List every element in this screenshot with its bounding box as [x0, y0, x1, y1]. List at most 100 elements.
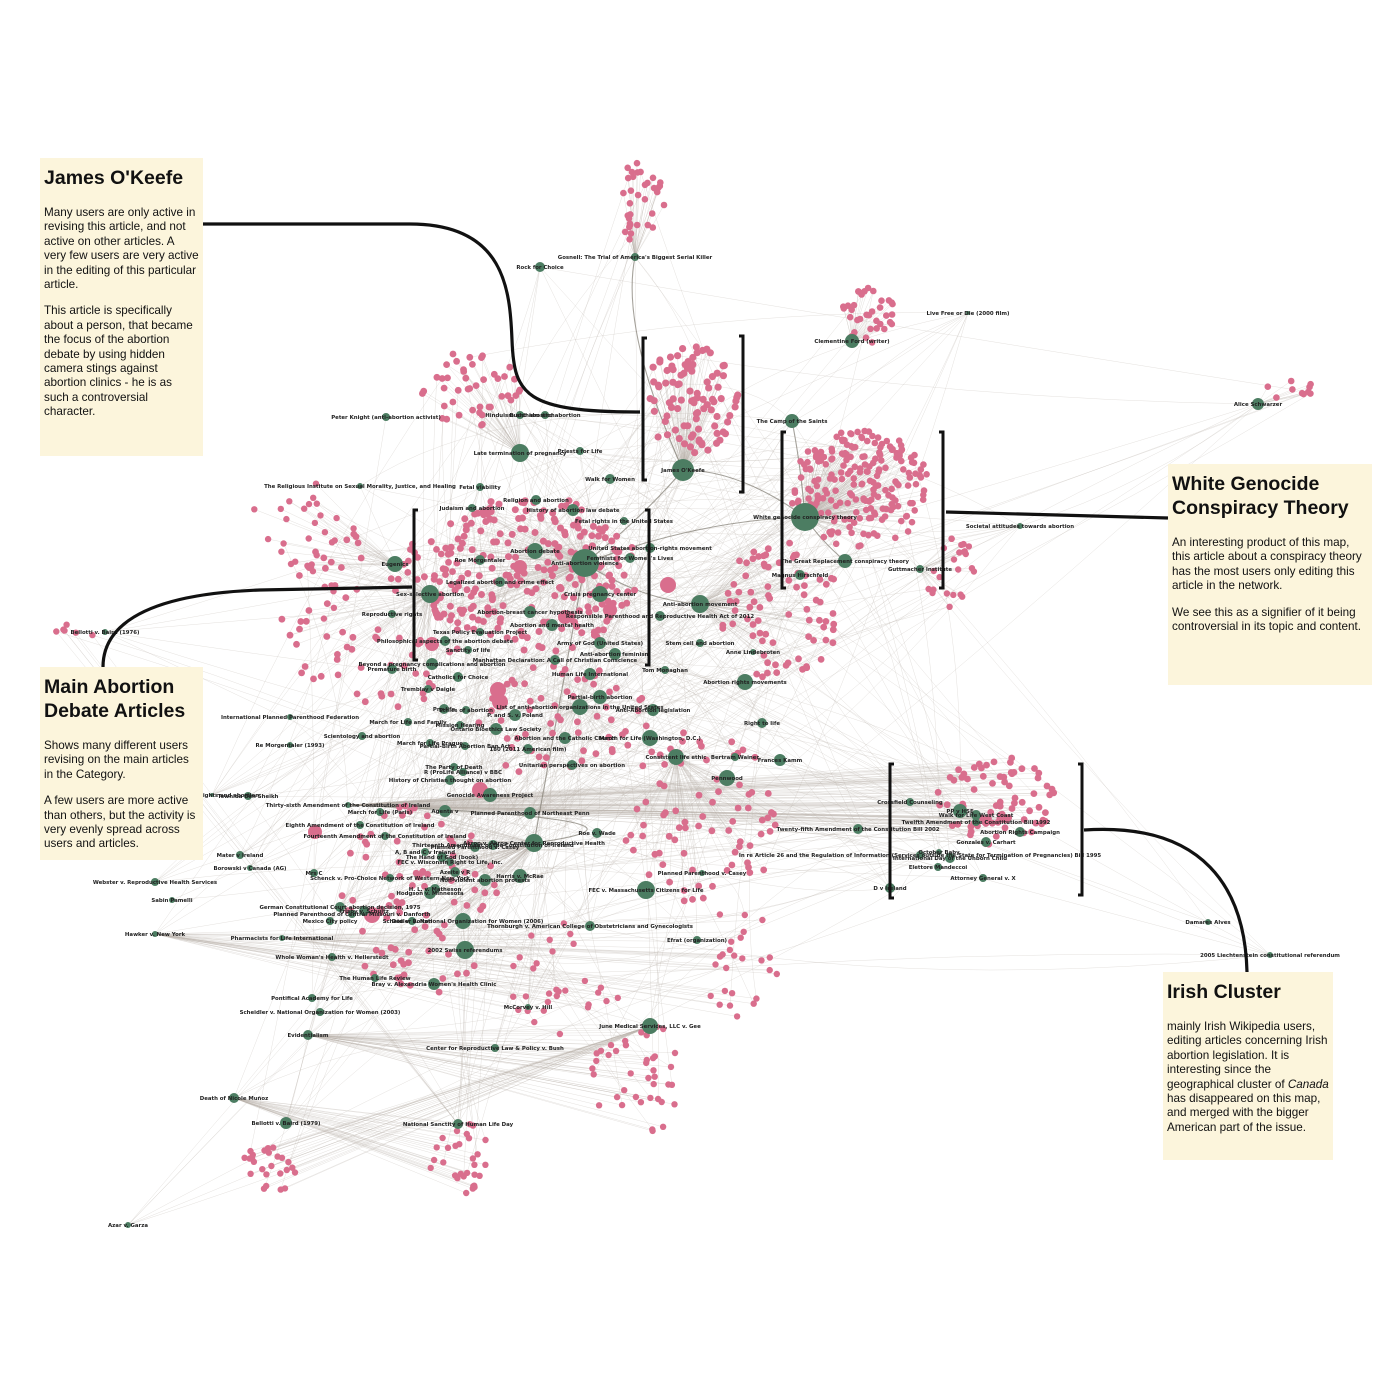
user-node[interactable] — [393, 898, 401, 905]
user-node[interactable] — [911, 451, 918, 459]
user-node[interactable] — [581, 977, 589, 985]
article-node[interactable] — [516, 411, 524, 419]
user-node[interactable] — [310, 494, 317, 501]
user-node[interactable] — [448, 877, 455, 884]
user-node[interactable] — [551, 702, 559, 709]
user-node[interactable] — [395, 858, 403, 866]
user-node[interactable] — [829, 610, 837, 617]
user-node[interactable] — [614, 994, 621, 1002]
user-node[interactable] — [709, 798, 716, 806]
article-node[interactable] — [584, 668, 596, 680]
user-node[interactable] — [511, 635, 519, 643]
user-node[interactable] — [656, 358, 664, 366]
user-node[interactable] — [516, 386, 524, 394]
user-node[interactable] — [469, 361, 476, 368]
user-node[interactable] — [507, 581, 515, 589]
user-node[interactable] — [540, 761, 548, 769]
user-node[interactable] — [516, 954, 523, 961]
user-node[interactable] — [864, 437, 871, 445]
user-node[interactable] — [534, 564, 542, 571]
user-node[interactable] — [330, 604, 338, 611]
user-node[interactable] — [1032, 819, 1040, 827]
user-node[interactable] — [353, 690, 361, 698]
user-node[interactable] — [397, 980, 405, 988]
user-node[interactable] — [699, 395, 707, 403]
user-node[interactable] — [395, 904, 402, 911]
user-node[interactable] — [625, 215, 633, 222]
user-node[interactable] — [440, 384, 448, 392]
user-node[interactable] — [680, 422, 688, 430]
user-node[interactable] — [343, 643, 351, 651]
user-node[interactable] — [648, 748, 656, 756]
user-node[interactable] — [756, 604, 764, 611]
user-node[interactable] — [1020, 816, 1028, 823]
user-node[interactable] — [482, 1161, 489, 1169]
user-node[interactable] — [744, 804, 752, 812]
user-node[interactable] — [555, 988, 562, 995]
user-node[interactable] — [438, 820, 445, 828]
user-node[interactable] — [427, 1164, 434, 1172]
user-node[interactable] — [860, 530, 867, 538]
user-node[interactable] — [302, 617, 310, 625]
user-node[interactable] — [531, 1018, 538, 1026]
user-node[interactable] — [694, 425, 703, 433]
article-node[interactable] — [308, 994, 316, 1002]
user-node[interactable] — [396, 804, 403, 811]
user-node[interactable] — [422, 911, 430, 919]
user-node[interactable] — [514, 734, 521, 742]
user-node[interactable] — [487, 862, 494, 870]
user-node[interactable] — [464, 570, 472, 577]
user-node[interactable] — [898, 457, 905, 465]
user-node[interactable] — [574, 516, 582, 524]
user-node[interactable] — [649, 1054, 657, 1062]
user-node[interactable] — [680, 887, 688, 894]
user-node[interactable] — [446, 616, 454, 624]
user-node[interactable] — [317, 512, 324, 519]
user-node[interactable] — [725, 827, 733, 834]
user-node[interactable] — [608, 582, 616, 590]
user-node[interactable] — [987, 808, 995, 816]
user-node[interactable] — [510, 962, 517, 970]
user-node[interactable] — [503, 634, 511, 642]
user-node[interactable] — [447, 543, 455, 551]
user-node[interactable] — [605, 1051, 612, 1059]
user-node[interactable] — [615, 562, 623, 570]
user-node[interactable] — [485, 403, 493, 411]
user-node[interactable] — [478, 591, 485, 598]
user-node[interactable] — [797, 458, 804, 465]
user-node[interactable] — [562, 987, 569, 994]
user-node[interactable] — [606, 571, 613, 579]
user-node[interactable] — [642, 722, 650, 730]
user-node[interactable] — [656, 780, 664, 788]
user-node[interactable] — [692, 343, 700, 351]
user-node[interactable] — [732, 598, 740, 605]
article-node[interactable] — [572, 699, 588, 715]
article-node[interactable] — [609, 648, 621, 660]
user-node[interactable] — [420, 573, 428, 581]
user-node[interactable] — [820, 623, 828, 631]
user-node[interactable] — [488, 596, 496, 604]
user-node[interactable] — [852, 496, 860, 503]
user-node[interactable] — [453, 1127, 461, 1135]
user-node[interactable] — [1003, 816, 1011, 824]
user-node[interactable] — [853, 509, 860, 516]
user-node[interactable] — [502, 571, 510, 579]
article-node[interactable] — [655, 611, 665, 621]
user-node[interactable] — [362, 853, 370, 861]
user-node[interactable] — [651, 1073, 658, 1080]
user-node[interactable] — [654, 1095, 662, 1103]
user-node[interactable] — [443, 361, 450, 368]
user-node[interactable] — [578, 576, 586, 584]
user-node[interactable] — [877, 320, 884, 328]
user-node[interactable] — [544, 998, 552, 1006]
user-node[interactable] — [709, 882, 716, 890]
user-node[interactable] — [563, 688, 571, 695]
user-node[interactable] — [731, 952, 738, 959]
user-node[interactable] — [568, 644, 576, 651]
user-node[interactable] — [992, 833, 1000, 840]
user-node[interactable] — [469, 1155, 477, 1162]
article-node[interactable] — [445, 775, 455, 785]
user-node[interactable] — [759, 916, 766, 924]
user-node[interactable] — [603, 997, 610, 1005]
user-node[interactable] — [872, 455, 879, 463]
